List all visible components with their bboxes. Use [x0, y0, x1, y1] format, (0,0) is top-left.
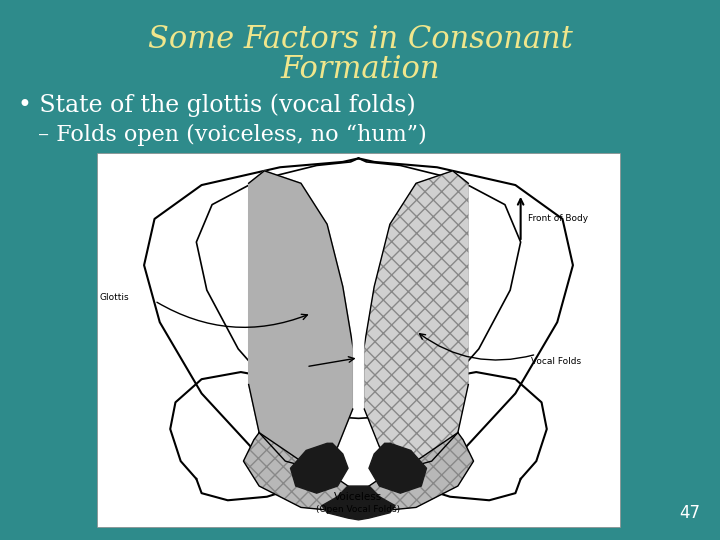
Polygon shape [364, 171, 468, 468]
Polygon shape [243, 433, 354, 511]
Polygon shape [248, 171, 354, 468]
Text: Voiceless: Voiceless [334, 492, 382, 502]
Text: Front of Body: Front of Body [528, 214, 589, 224]
Text: Vocal Folds: Vocal Folds [531, 357, 581, 366]
Polygon shape [364, 433, 474, 511]
Text: Some Factors in Consonant: Some Factors in Consonant [148, 24, 572, 56]
Polygon shape [322, 486, 395, 520]
Polygon shape [354, 176, 364, 411]
Text: • State of the glottis (vocal folds): • State of the glottis (vocal folds) [18, 93, 415, 117]
Text: 47: 47 [679, 504, 700, 522]
Polygon shape [369, 443, 426, 493]
FancyBboxPatch shape [97, 153, 620, 527]
Polygon shape [290, 443, 348, 493]
Text: Formation: Formation [280, 55, 440, 85]
Text: (Open Vocal Folds): (Open Vocal Folds) [316, 505, 400, 514]
Text: – Folds open (voiceless, no “hum”): – Folds open (voiceless, no “hum”) [38, 124, 427, 146]
Text: Glottis: Glottis [99, 293, 130, 302]
